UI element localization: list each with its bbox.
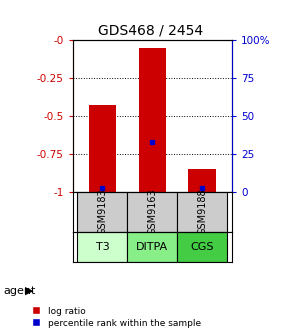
Bar (77, 232, 127, 262)
Bar (89, 106, 116, 192)
Text: T3: T3 (95, 242, 109, 252)
Text: GSM9188: GSM9188 (197, 188, 207, 235)
Text: GSM9183: GSM9183 (97, 188, 107, 235)
Bar (188, 169, 216, 192)
Text: GDS468 / 2454: GDS468 / 2454 (98, 24, 203, 38)
Bar (77, 192, 127, 232)
Text: agent: agent (3, 286, 35, 296)
Text: GSM9163: GSM9163 (147, 188, 157, 235)
Bar (177, 192, 227, 232)
Text: CGS: CGS (190, 242, 214, 252)
Bar (139, 48, 166, 192)
Text: ▶: ▶ (25, 286, 33, 296)
Text: DITPA: DITPA (136, 242, 168, 252)
Legend: log ratio, percentile rank within the sample: log ratio, percentile rank within the sa… (28, 303, 204, 332)
Bar (177, 232, 227, 262)
Bar (127, 232, 177, 262)
Bar (127, 192, 177, 232)
